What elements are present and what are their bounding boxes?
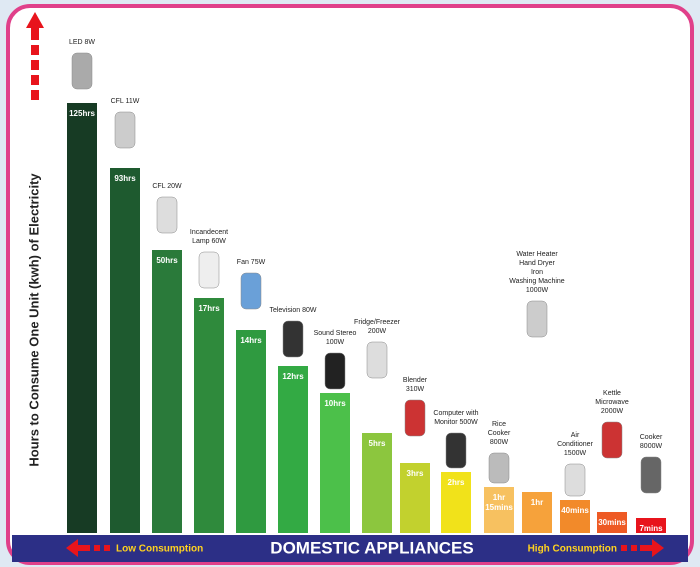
appliance-icon [324, 352, 346, 390]
time-label: 50hrs [156, 256, 178, 265]
appliance-label: Fan 75W [237, 259, 266, 266]
time-label: 1hr [493, 493, 505, 502]
bar [636, 518, 666, 533]
appliance-icon [71, 52, 93, 90]
appliance-label: 100W [326, 339, 345, 346]
appliance-icon [601, 421, 623, 459]
appliance-label: CFL 11W [111, 98, 140, 105]
appliance-label: Blender [403, 377, 428, 384]
right-arrow [640, 539, 664, 557]
appliance-icon [640, 456, 662, 494]
appliance-icon [240, 272, 262, 310]
appliance-icon [404, 399, 426, 437]
bar [152, 250, 182, 533]
bar [110, 168, 140, 533]
appliance-label: Microwave [595, 399, 629, 406]
time-label: 17hrs [198, 304, 220, 313]
bar [194, 298, 224, 533]
appliance-label: Television 80W [269, 307, 316, 314]
appliance-label: 8000W [640, 443, 663, 450]
left-arrow [66, 539, 90, 557]
bar [320, 393, 350, 533]
low-label: Low Consumption [116, 544, 203, 555]
appliance-label: Monitor 500W [434, 419, 478, 426]
arrow-dash [104, 545, 110, 551]
time-label: 7mins [639, 524, 663, 533]
appliance-label: Washing Machine [509, 278, 564, 285]
bar [400, 463, 430, 533]
arrow-dash [621, 545, 627, 551]
arrow-dash [31, 75, 39, 85]
appliance-label: Kettle [603, 390, 621, 397]
appliance-icon [526, 300, 548, 338]
time-label: 12hrs [282, 372, 304, 381]
banner-title: DOMESTIC APPLIANCES [270, 538, 473, 557]
bar [522, 492, 552, 533]
bar [441, 472, 471, 533]
appliance-label: LED 8W [69, 39, 95, 46]
bar [278, 366, 308, 533]
bar [362, 433, 392, 533]
appliance-label: Rice [492, 421, 506, 428]
appliance-icon [445, 432, 467, 469]
appliance-label: Hand Dryer [519, 260, 555, 267]
time-label: 10hrs [324, 399, 346, 408]
time-label: 40mins [561, 506, 589, 515]
axis-label: Hours to Consume One Unit (kwh) of Elect… [26, 173, 41, 467]
high-label: High Consumption [528, 544, 617, 555]
arrow-dash [31, 90, 39, 100]
arrow-dash [94, 545, 100, 551]
appliance-label: 1500W [564, 450, 587, 457]
appliance-label: 800W [490, 439, 509, 446]
bar [236, 330, 266, 533]
arrow-dash [31, 45, 39, 55]
appliance-icon [198, 251, 220, 289]
time-label: 125hrs [69, 109, 95, 118]
appliance-label: CFL 20W [152, 183, 182, 190]
appliance-label: Air [571, 432, 580, 439]
appliance-label: Iron [531, 269, 543, 276]
arrow-dash [631, 545, 637, 551]
appliance-icon [488, 452, 510, 484]
time-label: 3hrs [407, 469, 424, 478]
appliance-icon [156, 196, 178, 234]
banner [12, 535, 688, 562]
appliance-icon [366, 341, 388, 379]
appliance-label: Computer with [433, 410, 478, 417]
bar [484, 487, 514, 533]
time-label: 14hrs [240, 336, 262, 345]
time-label: 15mins [485, 503, 513, 512]
appliance-label: 200W [368, 328, 387, 335]
appliance-label: Cooker [488, 430, 511, 437]
appliance-label: Incandecent [190, 229, 228, 236]
appliance-label: Lamp 60W [192, 238, 226, 245]
appliance-icon [282, 320, 304, 358]
time-label: 1hr [531, 498, 543, 507]
appliance-label: 1000W [526, 287, 549, 294]
appliance-label: Cooker [640, 434, 663, 441]
time-label: 5hrs [369, 439, 386, 448]
appliance-label: Fridge/Freezer [354, 319, 401, 326]
bar [560, 500, 590, 533]
appliance-label: Conditioner [557, 441, 593, 448]
bar [597, 512, 627, 533]
arrow-dash [31, 60, 39, 70]
appliance-label: Water Heater [516, 251, 558, 258]
appliance-label: 2000W [601, 408, 624, 415]
appliance-icon [564, 463, 586, 497]
appliance-icon [114, 111, 136, 149]
time-label: 30mins [598, 518, 626, 527]
time-label: 93hrs [114, 174, 136, 183]
bar [67, 103, 97, 533]
up-arrow [26, 12, 44, 40]
appliance-label: 310W [406, 386, 425, 393]
appliance-label: Sound Stereo [314, 330, 357, 337]
time-label: 2hrs [448, 478, 465, 487]
